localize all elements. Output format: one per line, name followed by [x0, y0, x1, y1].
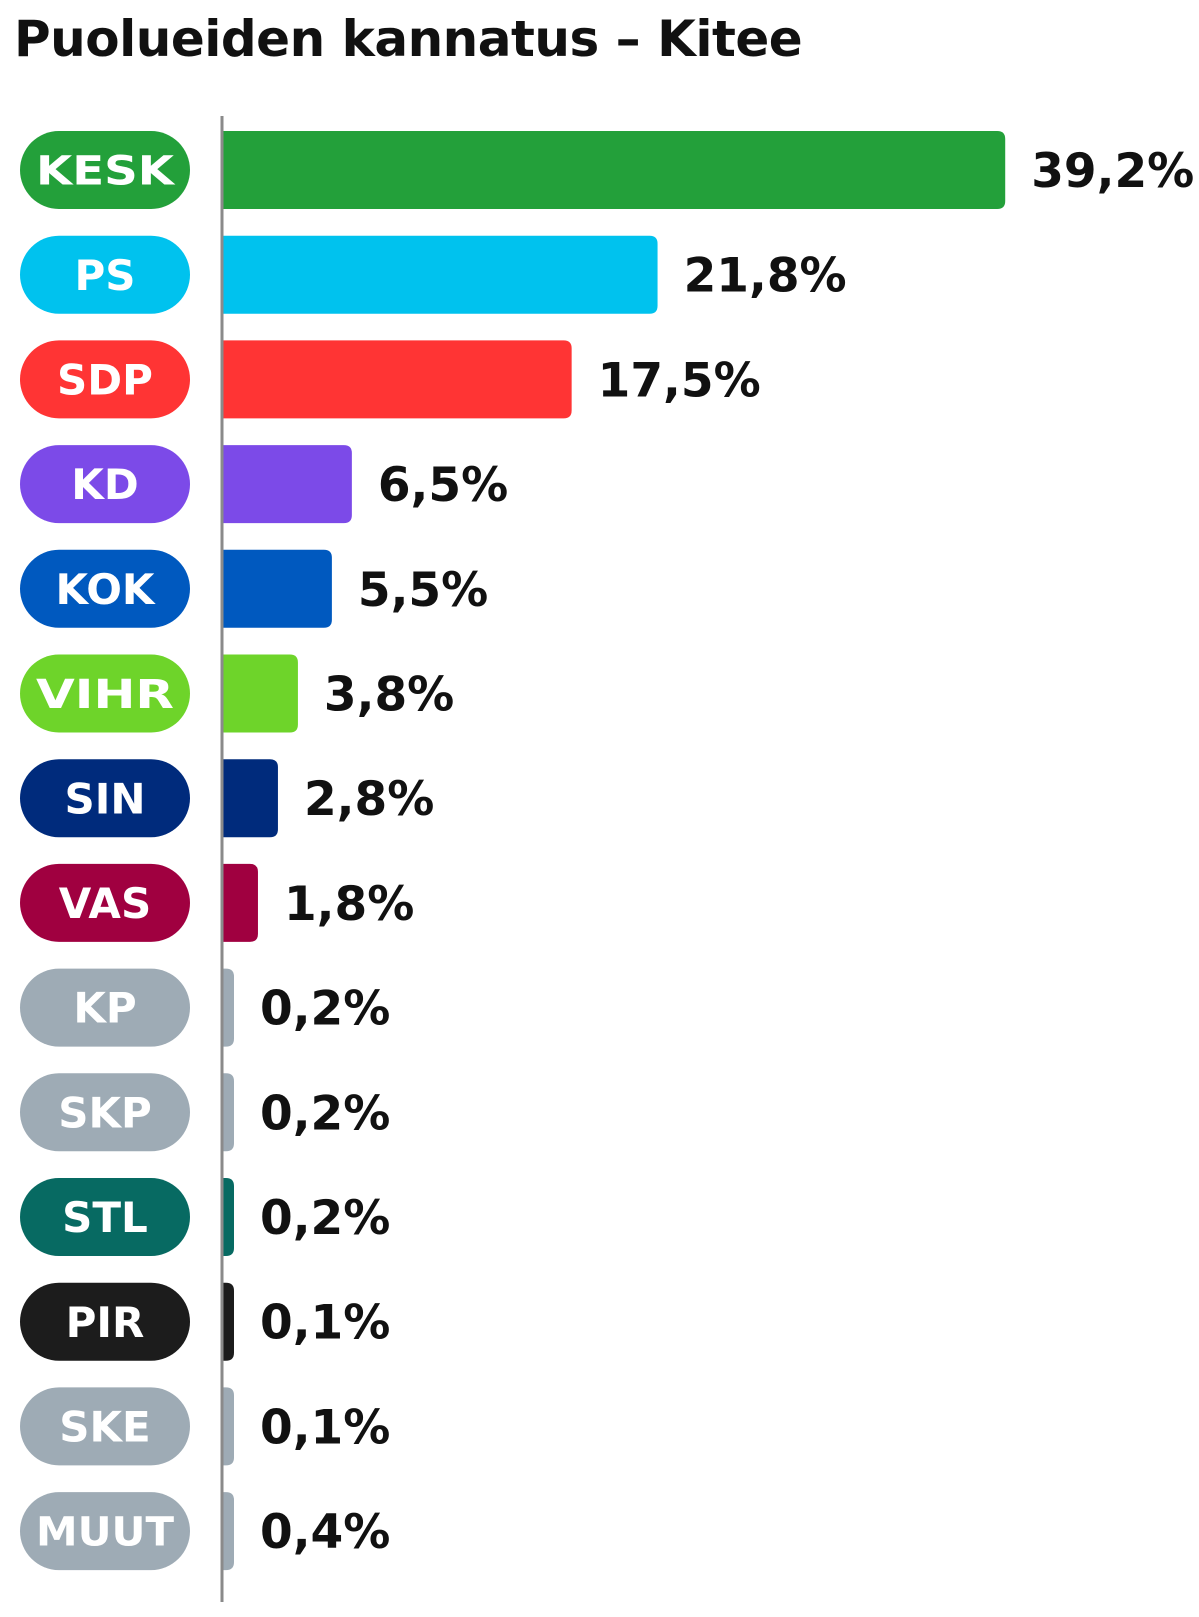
bar-row-kok: KOK 5,5%: [20, 549, 488, 628]
value-label: 39,2%: [1031, 144, 1194, 199]
category-label: KESK: [36, 148, 176, 194]
value-label: 0,1%: [260, 1400, 390, 1455]
bar-row-sin: SIN 2,8%: [20, 759, 434, 838]
bar: [222, 445, 352, 524]
bar: [222, 1178, 234, 1256]
bar: [222, 1492, 234, 1571]
value-label: 17,5%: [598, 353, 761, 408]
category-pill: [20, 654, 190, 733]
bar: [222, 863, 258, 942]
bar-row-ske: SKE 0,1%: [20, 1387, 390, 1466]
bar-row-vihr: VIHR 3,8%: [20, 654, 454, 733]
category-label: STL: [62, 1193, 148, 1242]
bar: [222, 1387, 234, 1466]
value-label: 6,5%: [378, 458, 508, 513]
value-label: 21,8%: [684, 249, 847, 304]
category-label: SKP: [58, 1088, 152, 1137]
value-label: 0,1%: [260, 1296, 390, 1351]
category-label: KOK: [56, 565, 156, 614]
bar: [222, 235, 658, 314]
value-label: 0,2%: [260, 1086, 390, 1141]
category-label: VIHR: [36, 672, 174, 718]
bar-row-stl: STL 0,2%: [20, 1178, 390, 1256]
category-label: PS: [74, 251, 135, 300]
category-pill: [20, 1387, 190, 1466]
bar-row-vas: VAS 1,8%: [20, 863, 414, 942]
category-label: VAS: [59, 879, 151, 928]
category-pill: [20, 1178, 190, 1256]
category-pill: [20, 1073, 190, 1152]
category-pill: [20, 235, 190, 314]
bar-row-kesk: KESK 39,2%: [20, 131, 1194, 209]
bar-row-pir: PIR 0,1%: [20, 1282, 390, 1361]
category-label: SDP: [57, 356, 153, 405]
category-pill: [20, 863, 190, 942]
bar-row-ps: PS 21,8%: [20, 235, 847, 314]
value-label: 0,2%: [260, 982, 390, 1037]
value-label: 1,8%: [284, 877, 414, 932]
bar-row-kp: KP 0,2%: [20, 968, 390, 1047]
value-label: 2,8%: [304, 772, 434, 827]
category-pill: [20, 445, 190, 524]
category-pill: [20, 759, 190, 838]
bar-row-skp: SKP 0,2%: [20, 1073, 390, 1152]
category-pill: [20, 968, 190, 1047]
bar-row-sdp: SDP 17,5%: [20, 340, 761, 419]
category-label: KP: [73, 984, 136, 1033]
bar-row-kd: KD 6,5%: [20, 445, 508, 524]
category-label: SKE: [59, 1403, 151, 1452]
category-label: PIR: [66, 1298, 145, 1347]
category-pill: [20, 549, 190, 628]
value-label: 5,5%: [358, 563, 488, 618]
bar: [222, 549, 332, 628]
bar: [222, 1282, 234, 1361]
bar-row-muut: MUUT 0,4%: [20, 1492, 390, 1571]
bar: [222, 1073, 234, 1152]
chart-title: Puolueiden kannatus – Kitee: [14, 10, 803, 68]
category-pill: [20, 131, 190, 209]
value-label: 3,8%: [324, 668, 454, 723]
category-label: SIN: [64, 774, 145, 823]
bar: [222, 654, 298, 733]
category-label: MUUT: [36, 1510, 175, 1556]
bar: [222, 131, 1006, 209]
category-pill: [20, 1282, 190, 1361]
value-label: 0,4%: [260, 1505, 390, 1560]
category-pill: [20, 340, 190, 419]
value-label: 0,2%: [260, 1191, 390, 1246]
bar: [222, 340, 572, 419]
bar: [222, 759, 278, 838]
bar: [222, 968, 234, 1047]
category-pill: [20, 1492, 190, 1571]
category-label: KD: [71, 460, 138, 509]
